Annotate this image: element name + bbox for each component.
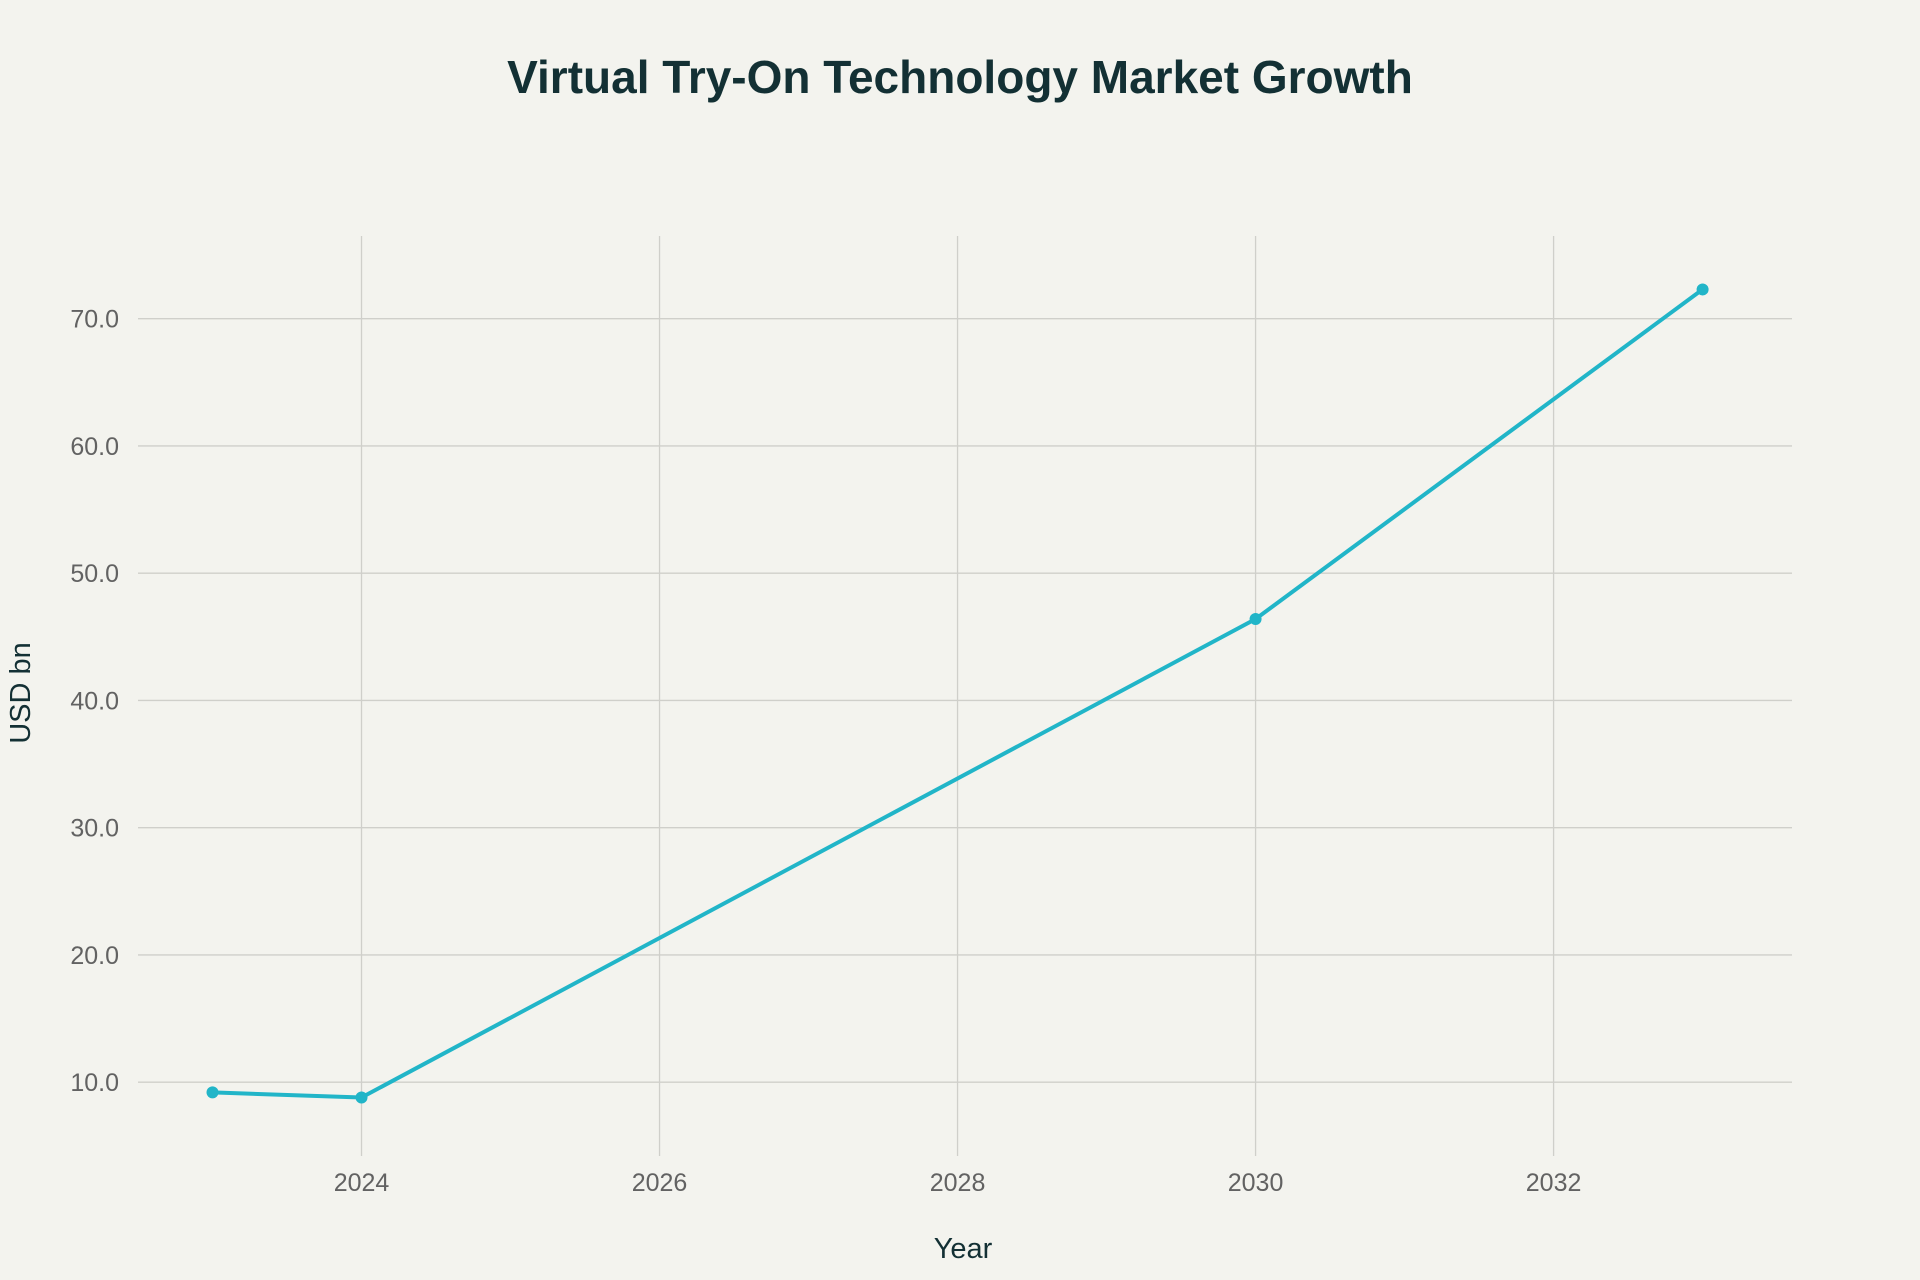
data-point[interactable] — [355, 1091, 368, 1104]
data-point[interactable] — [1696, 283, 1709, 296]
y-tick-label: 70.0 — [70, 306, 119, 334]
series-line — [210, 287, 1705, 1100]
data-point[interactable] — [1249, 613, 1262, 626]
series-layer — [206, 283, 1709, 1104]
x-tick-label: 2028 — [930, 1169, 986, 1197]
chart-title: Virtual Try-On Technology Market Growth — [507, 51, 1413, 103]
x-tick-label: 2024 — [334, 1169, 390, 1197]
y-tick-label: 40.0 — [70, 687, 119, 715]
data-point[interactable] — [206, 1086, 219, 1099]
y-tick-label: 10.0 — [70, 1069, 119, 1097]
y-axis-ticks: 10.0 20.0 30.0 40.0 50.0 60.0 70.0 — [70, 306, 119, 1097]
x-tick-label: 2032 — [1526, 1169, 1582, 1197]
y-tick-label: 50.0 — [70, 560, 119, 588]
x-tick-label: 2030 — [1228, 1169, 1284, 1197]
y-tick-label: 20.0 — [70, 942, 119, 970]
x-tick-label: 2026 — [632, 1169, 688, 1197]
y-tick-label: 60.0 — [70, 433, 119, 461]
y-axis-title: USD bn — [5, 642, 37, 744]
x-axis-ticks: 2024 2026 2028 2030 2032 — [334, 1169, 1582, 1197]
x-axis-title: Year — [934, 1233, 993, 1265]
gridlines — [138, 236, 1792, 1156]
y-tick-label: 30.0 — [70, 815, 119, 843]
